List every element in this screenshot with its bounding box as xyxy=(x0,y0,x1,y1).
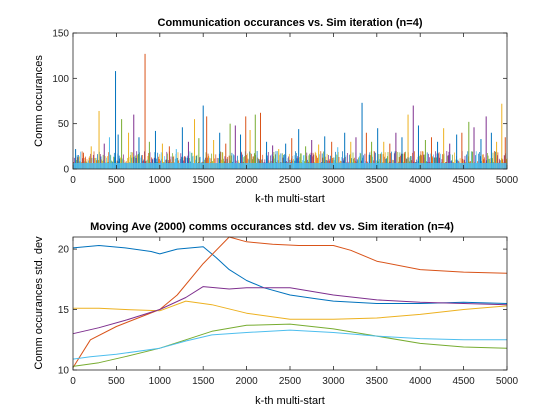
bottom-chart-x-tick-label: 4500 xyxy=(452,376,475,387)
top-chart-title: Communication occurances vs. Sim iterati… xyxy=(158,17,423,29)
top-chart-x-tick-label: 2500 xyxy=(279,175,302,186)
bottom-chart-x-tick-label: 3000 xyxy=(322,376,345,387)
bottom-chart-x-tick-label: 1000 xyxy=(149,376,172,387)
bottom-chart-x-tick-label: 2500 xyxy=(279,376,302,387)
bottom-chart-x-tick-label: 2000 xyxy=(235,376,258,387)
bottom-chart-y-tick-label: 20 xyxy=(58,245,70,256)
top-chart-x-tick-label: 4000 xyxy=(409,175,432,186)
series-line-3 xyxy=(73,300,508,320)
top-chart-x-tick-label: 500 xyxy=(108,175,125,186)
top-chart-x-tick-label: 3000 xyxy=(322,175,345,186)
top-chart-x-tick-label: 5000 xyxy=(496,175,519,186)
top-chart-x-tick-label: 0 xyxy=(70,175,76,186)
top-chart-x-tick-label: 1500 xyxy=(192,175,215,186)
top-chart-x-label: k-th multi-start xyxy=(255,193,325,205)
bottom-chart-x-tick-label: 1500 xyxy=(192,376,215,387)
top-chart-y-label: Comm occurances xyxy=(33,55,45,147)
bottom-chart-lines xyxy=(72,236,508,368)
bottom-chart-title: Moving Ave (2000) comms occurances std. … xyxy=(90,221,454,233)
top-chart-x-tick-label: 2000 xyxy=(235,175,258,186)
bottom-chart-x-label: k-th multi-start xyxy=(255,395,325,407)
bottom-chart-y-tick-label: 10 xyxy=(58,366,70,377)
bottom-chart: Moving Ave (2000) comms occurances std. … xyxy=(33,221,519,407)
bottom-chart-y-label: Comm occurances std. dev xyxy=(33,236,45,370)
series-line-1 xyxy=(72,245,508,304)
bottom-chart-x-tick-label: 500 xyxy=(108,376,125,387)
bottom-chart-x-tick-label: 3500 xyxy=(366,376,389,387)
series-line-5 xyxy=(72,323,508,367)
series-line-4 xyxy=(72,286,508,335)
series-line-2 xyxy=(72,236,508,368)
top-chart-x-tick-label: 3500 xyxy=(366,175,389,186)
top-chart-y-ticks: 0 50 100 150 xyxy=(52,29,507,176)
top-chart-x-tick-label: 1000 xyxy=(149,175,172,186)
bottom-chart-x-tick-label: 0 xyxy=(70,376,76,387)
top-chart-x-ticks: 0 500 1000 1500 2000 2500 3000 3500 4000 4500 5000 xyxy=(70,33,519,186)
top-chart-y-tick-label: 50 xyxy=(58,119,70,130)
bottom-chart-x-ticks: 0 500 1000 1500 2000 2500 3000 3500 4000 4500 5000 xyxy=(70,237,519,387)
top-chart-x-tick-label: 4500 xyxy=(452,175,475,186)
bottom-chart-x-tick-label: 5000 xyxy=(496,376,519,387)
series-line-6 xyxy=(72,329,507,360)
bottom-chart-y-ticks: 10 15 20 xyxy=(58,245,507,377)
bottom-chart-x-tick-label: 4000 xyxy=(409,376,432,387)
top-chart: Communication occurances vs. Sim iterati… xyxy=(33,17,519,205)
top-chart-y-tick-label: 100 xyxy=(52,74,69,85)
bottom-chart-y-tick-label: 15 xyxy=(58,305,70,316)
top-chart-y-tick-label: 150 xyxy=(52,29,69,40)
top-chart-y-tick-label: 0 xyxy=(63,165,69,176)
